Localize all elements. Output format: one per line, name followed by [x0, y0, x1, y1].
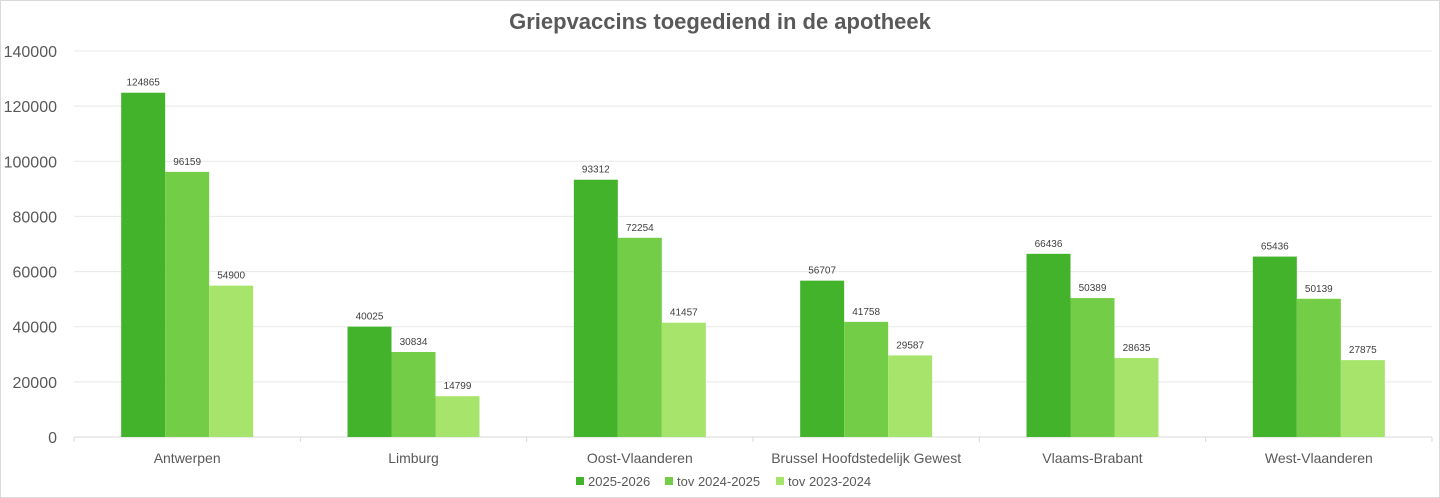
- bar-2025-2026: [1026, 253, 1071, 437]
- x-category-label: Limburg: [388, 450, 439, 466]
- data-label: 40025: [356, 312, 384, 323]
- bar-tov 2024-2025: [617, 237, 662, 437]
- bar-tov 2023-2024: [435, 396, 480, 437]
- legend-label: tov 2024-2025: [677, 474, 760, 489]
- data-label: 50389: [1079, 283, 1107, 294]
- bar-tov 2024-2025: [391, 351, 436, 437]
- data-label: 30834: [400, 337, 428, 348]
- y-tick-label: 0: [48, 430, 57, 447]
- data-label: 93312: [582, 165, 610, 176]
- data-label: 29587: [896, 340, 924, 351]
- data-label: 14799: [444, 381, 472, 392]
- data-label: 66436: [1035, 239, 1063, 250]
- x-category-label: Brussel Hoofdstedelijk Gewest: [771, 450, 961, 466]
- data-label: 65436: [1261, 242, 1289, 253]
- data-label: 54900: [217, 271, 245, 282]
- bar-2025-2026: [347, 326, 392, 437]
- bar-tov 2023-2024: [661, 322, 706, 437]
- bar-2025-2026: [800, 280, 845, 437]
- y-tick-label: 80000: [13, 209, 58, 226]
- y-tick-label: 40000: [13, 320, 58, 337]
- x-category-label: West-Vlaanderen: [1265, 450, 1373, 466]
- legend-swatch: [665, 477, 673, 485]
- data-label: 50139: [1305, 284, 1333, 295]
- y-tick-label: 60000: [13, 265, 58, 282]
- data-label: 96159: [173, 157, 201, 168]
- data-label: 56707: [808, 266, 836, 277]
- y-tick-label: 100000: [4, 154, 57, 171]
- y-tick-label: 20000: [13, 375, 58, 392]
- data-label: 41758: [852, 307, 880, 318]
- legend-label: 2025-2026: [588, 474, 650, 489]
- legend-swatch: [776, 477, 784, 485]
- bar-tov 2024-2025: [1070, 298, 1115, 437]
- bar-2025-2026: [573, 179, 618, 438]
- bar-tov 2023-2024: [209, 285, 254, 437]
- bar-tov 2024-2025: [1296, 298, 1341, 437]
- x-category-label: Antwerpen: [154, 450, 221, 466]
- bar-tov 2024-2025: [844, 321, 889, 437]
- data-label: 72254: [626, 223, 654, 234]
- legend-label: tov 2023-2024: [788, 474, 871, 489]
- legend-swatch: [576, 477, 584, 485]
- bar-2025-2026: [1252, 256, 1297, 437]
- x-category-label: Oost-Vlaanderen: [587, 450, 693, 466]
- data-label: 124865: [126, 78, 160, 89]
- data-label: 27875: [1349, 345, 1377, 356]
- bar-tov 2023-2024: [1340, 360, 1385, 437]
- bar-tov 2023-2024: [888, 355, 933, 437]
- data-label: 41457: [670, 308, 698, 319]
- y-tick-label: 140000: [4, 44, 57, 61]
- y-tick-label: 120000: [4, 99, 57, 116]
- data-label: 28635: [1123, 343, 1151, 354]
- chart-title: Griepvaccins toegediend in de apotheek: [509, 9, 932, 34]
- bar-tov 2024-2025: [165, 171, 210, 437]
- x-category-label: Vlaams-Brabant: [1042, 450, 1142, 466]
- bar-2025-2026: [121, 92, 166, 437]
- bar-tov 2023-2024: [1114, 358, 1159, 437]
